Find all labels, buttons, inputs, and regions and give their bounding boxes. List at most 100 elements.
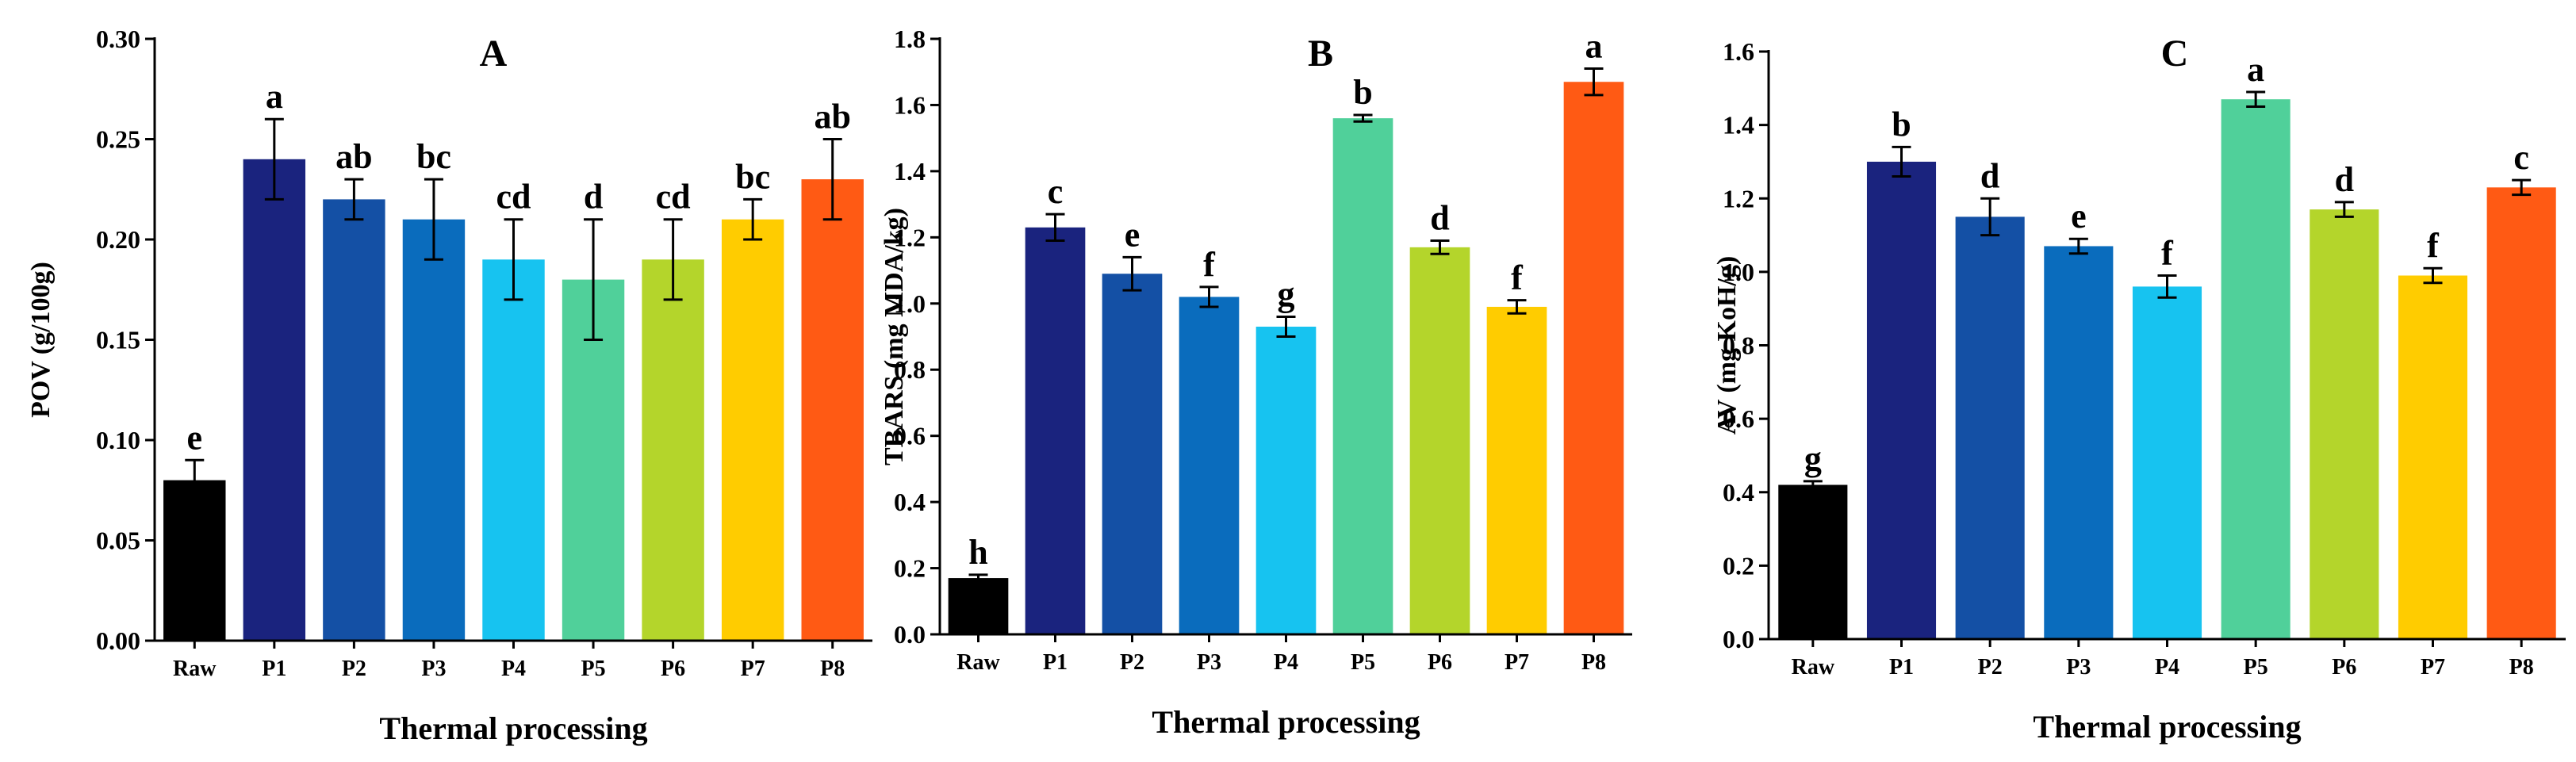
y-tick-label: 0.2 <box>1723 551 1754 580</box>
significance-letter: d <box>2335 160 2354 199</box>
plot-group: 0.00 0.05 0.10 0.15 0.20 0.25 0.30 e Raw a P1 ab P2 b… <box>26 25 872 746</box>
x-tick-label: P1 <box>1889 655 1914 680</box>
significance-letter: f <box>1511 258 1524 297</box>
significance-letter: b <box>1892 105 1911 144</box>
significance-letter: f <box>2427 226 2440 265</box>
x-tick-label: P4 <box>501 657 526 681</box>
y-tick-label: 0.25 <box>96 125 140 154</box>
significance-letter: c <box>1048 172 1064 211</box>
y-tick-label: 0.2 <box>894 554 926 583</box>
bar-p2 <box>323 199 385 641</box>
y-axis-label: POV (g/100g) <box>26 262 56 418</box>
bar-raw <box>948 578 1009 634</box>
y-tick-label: 1.2 <box>894 223 926 251</box>
x-tick-label: P3 <box>2066 655 2091 680</box>
y-tick-label: 0.4 <box>1723 478 1754 507</box>
y-tick-label: 0.00 <box>96 626 140 655</box>
bar-p4 <box>1255 326 1317 634</box>
significance-letter: d <box>1980 156 1999 195</box>
significance-letter: bc <box>416 137 451 176</box>
bar-p8 <box>801 179 864 641</box>
x-tick-label: P2 <box>342 657 366 681</box>
y-tick-label: 0.05 <box>96 527 140 555</box>
x-tick-label: P1 <box>1043 650 1068 675</box>
chart-panel-b: 0.0 0.2 0.4 0.6 0.8 1.0 1.2 1.4 1.6 1.8 h Raw c P1 e P2… <box>880 25 1632 740</box>
y-tick-label: 1.0 <box>894 289 926 318</box>
bar-p1 <box>1025 227 1086 635</box>
x-tick-label: P8 <box>2509 655 2534 680</box>
y-tick-label: 0.0 <box>1723 625 1754 653</box>
y-tick-label: 1.4 <box>894 157 926 186</box>
panel-title: C <box>2161 33 2189 75</box>
bar-p7 <box>1486 306 1547 634</box>
bar-p6 <box>642 259 704 641</box>
bar-p4 <box>2132 286 2202 639</box>
significance-letter: f <box>2161 234 2174 273</box>
bar-p3 <box>1179 297 1240 634</box>
x-axis-label: Thermal processing <box>379 710 647 746</box>
y-tick-label: 0.15 <box>96 326 140 354</box>
significance-letter: a <box>266 77 283 116</box>
significance-letter: g <box>1804 439 1822 478</box>
significance-letter: a <box>1585 27 1603 66</box>
x-tick-label: P6 <box>661 657 685 681</box>
significance-letter: d <box>584 178 603 216</box>
significance-letter: e <box>187 418 203 457</box>
y-tick-label: 0.0 <box>894 620 926 649</box>
bar-p7 <box>2398 275 2468 639</box>
significance-letter: a <box>2247 50 2264 89</box>
bar-p5 <box>2221 99 2290 640</box>
bar-p1 <box>243 159 306 641</box>
y-axis-label: TBARS (mg MDA/kg) <box>880 208 909 465</box>
x-tick-label: P4 <box>1274 650 1298 675</box>
significance-letter: d <box>1430 199 1449 238</box>
bar-p5 <box>1332 118 1393 635</box>
x-tick-label: P8 <box>820 657 845 681</box>
bar-p2 <box>1102 274 1163 634</box>
bar-p4 <box>482 259 545 641</box>
y-tick-label: 0.30 <box>96 25 140 53</box>
bar-p8 <box>2486 187 2556 639</box>
significance-letter: b <box>1353 73 1372 112</box>
bar-p6 <box>2310 209 2379 639</box>
x-tick-label: P5 <box>581 657 606 681</box>
y-tick-label: 0.8 <box>1723 331 1754 360</box>
chart-panel-c: 0.0 0.2 0.4 0.6 0.8 1.0 1.2 1.4 1.6 g Raw b P1 d P2 e P3… <box>1712 33 2566 745</box>
y-tick-label: 1.4 <box>1723 111 1754 140</box>
plot-group: 0.0 0.2 0.4 0.6 0.8 1.0 1.2 1.4 1.6 1.8 h Raw c P1 e P2… <box>880 25 1632 740</box>
bar-p8 <box>1563 82 1624 634</box>
x-tick-label: P2 <box>1978 655 2003 680</box>
x-axis-label: Thermal processing <box>1152 704 1420 740</box>
significance-letter: h <box>968 533 987 572</box>
x-tick-label: P2 <box>1120 650 1144 675</box>
x-tick-label: P6 <box>1428 650 1452 675</box>
bar-p3 <box>2044 246 2114 639</box>
x-tick-label: Raw <box>1792 655 1835 680</box>
y-tick-label: 1.8 <box>894 25 926 53</box>
bar-raw <box>1778 484 1848 639</box>
significance-letter: c <box>2513 138 2529 177</box>
significance-letter: f <box>1203 245 1216 284</box>
chart-panel-a: 0.00 0.05 0.10 0.15 0.20 0.25 0.30 e Raw a P1 ab P2 b… <box>26 25 872 746</box>
x-tick-label: P1 <box>262 657 286 681</box>
x-tick-label: P7 <box>2421 655 2445 680</box>
y-axis-label: AV (mg KoH/g) <box>1712 256 1742 435</box>
x-tick-label: P3 <box>1197 650 1221 675</box>
y-tick-label: 1.0 <box>1723 258 1754 286</box>
bar-p3 <box>402 219 466 641</box>
bar-p6 <box>1409 247 1470 634</box>
bar-raw <box>163 480 226 641</box>
x-tick-label: P6 <box>2332 655 2356 680</box>
y-tick-label: 0.4 <box>894 488 926 516</box>
y-tick-label: 0.20 <box>96 225 140 254</box>
bar-p1 <box>1866 161 1937 639</box>
x-tick-label: Raw <box>173 657 217 681</box>
x-tick-label: P7 <box>741 657 765 681</box>
y-tick-label: 0.6 <box>1723 404 1754 433</box>
y-tick-label: 0.10 <box>96 426 140 454</box>
panel-title: A <box>480 33 508 75</box>
significance-letter: g <box>1278 274 1295 313</box>
significance-letter: e <box>1125 215 1140 254</box>
y-tick-label: 1.2 <box>1723 184 1754 213</box>
